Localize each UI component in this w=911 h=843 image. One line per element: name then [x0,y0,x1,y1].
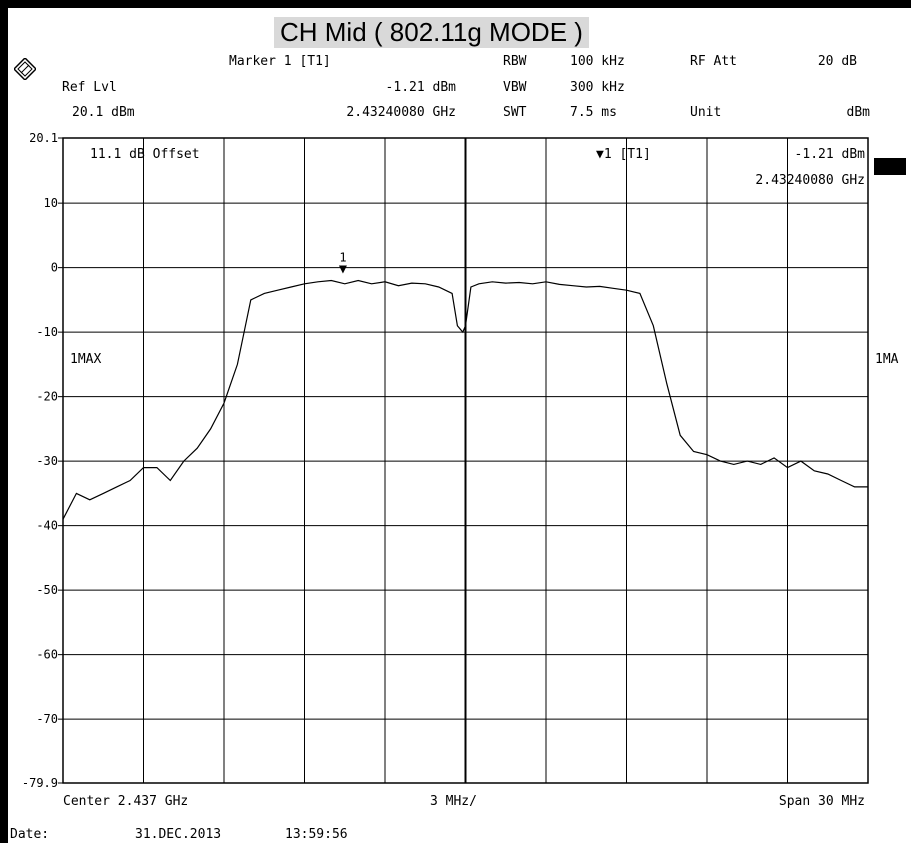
rbw-label: RBW [503,54,527,69]
marker-box-level: -1.21 dBm [795,147,866,162]
swt-label: SWT [503,105,527,120]
y-tick-label: -10 [36,325,58,339]
spectrum-plot: 20.1 10 0 -10 -20 -30 -40 -50 -60 -70 -79.9 1 11.1… [22,131,906,790]
marker-box-frequency: 2.43240080 GHz [755,173,865,188]
rf-att-label: RF Att [690,54,737,69]
rf-att-value: 20 dB [817,54,857,69]
plot-frame [62,137,869,784]
marker-frequency: 2.43240080 GHz [346,105,456,120]
marker-level: -1.21 dBm [385,80,456,95]
marker-label: Marker 1 [T1] [229,54,331,69]
vbw-value: 300 kHz [570,80,625,95]
y-tick-label: -20 [36,390,58,404]
trace-label-right: 1MA [875,352,899,367]
rohde-schwarz-logo-icon [14,58,36,80]
y-tick-labels: 20.1 10 0 -10 -20 -30 -40 -50 -60 -70 -79.9 [22,131,63,790]
per-division: 3 MHz/ [430,794,477,809]
y-tick-label: -60 [36,648,58,662]
top-border [0,0,911,8]
marker-box-label: ▼1 [T1] [596,147,651,162]
y-tick-label: -79.9 [22,776,58,790]
time-value: 13:59:56 [285,827,348,842]
date-value: 31.DEC.2013 [135,827,222,842]
trace-line [62,279,868,520]
span: Span 30 MHz [778,794,865,809]
ref-lvl-label: Ref Lvl [62,80,117,95]
marker-triangle [338,265,347,274]
y-tick-label: -50 [36,583,58,597]
left-border [0,0,8,843]
vbw-label: VBW [503,80,527,95]
date-label: Date: [10,827,50,842]
ref-lvl-value: 20.1 dBm [72,105,135,120]
page-title: CH Mid ( 802.11g MODE ) [274,17,589,48]
swt-value: 7.5 ms [570,105,617,120]
y-tick-label: -30 [36,454,58,468]
marker-1: 1 [338,250,347,274]
center-frequency: Center 2.437 GHz [63,794,189,809]
side-indicator-block [874,158,906,175]
offset-label: 11.1 dB Offset [90,147,200,162]
y-tick-label: -70 [36,712,58,726]
rbw-value: 100 kHz [570,54,625,69]
y-tick-label: 20.1 [29,131,58,145]
unit-label: Unit [690,105,722,120]
marker-number: 1 [339,250,346,264]
y-tick-label: 10 [44,196,58,210]
trace-label-left: 1MAX [70,352,101,367]
unit-value: dBm [846,105,870,120]
plot-grid [63,138,868,783]
y-tick-label: 0 [51,261,58,275]
y-tick-label: -40 [36,519,58,533]
